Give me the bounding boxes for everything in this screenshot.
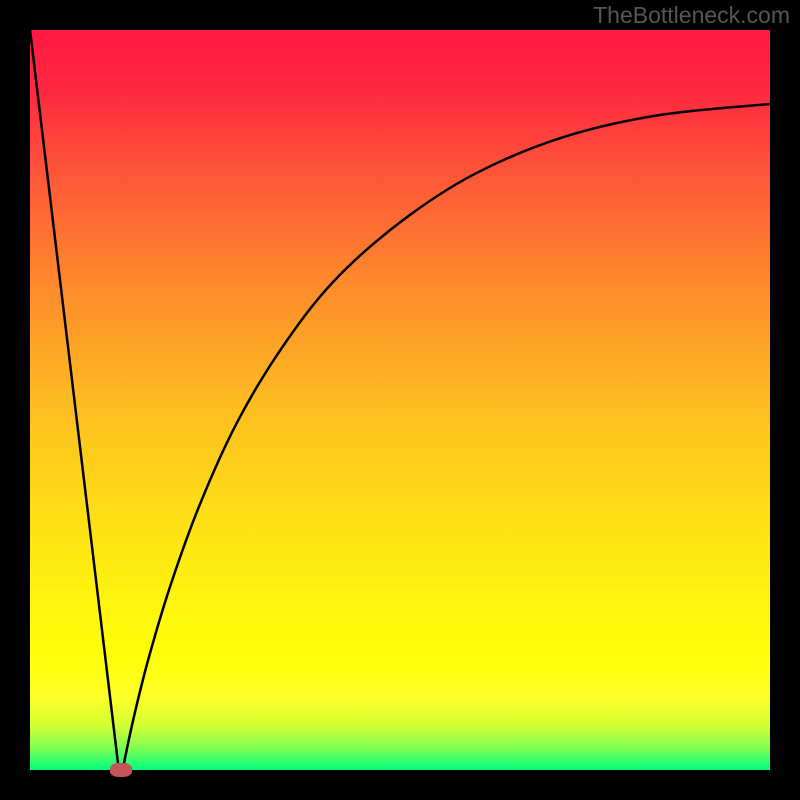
- curve-layer: [30, 30, 770, 770]
- curve-right-ascent: [123, 104, 771, 770]
- watermark-text: TheBottleneck.com: [593, 2, 790, 29]
- plot-area: [30, 30, 770, 770]
- minimum-marker: [110, 763, 132, 777]
- curve-left-descent: [30, 30, 119, 770]
- chart-container: TheBottleneck.com: [0, 0, 800, 800]
